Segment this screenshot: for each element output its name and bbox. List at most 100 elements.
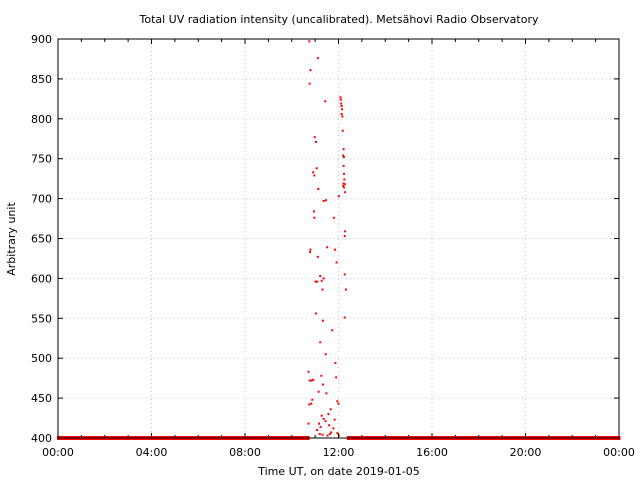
- data-point: [308, 379, 311, 382]
- data-point: [336, 432, 339, 435]
- x-tick-label: 12:00: [323, 446, 355, 459]
- data-point: [312, 378, 315, 381]
- data-point: [308, 403, 311, 406]
- data-point: [324, 100, 327, 103]
- y-tick-label: 500: [31, 352, 52, 365]
- data-point: [321, 319, 324, 322]
- data-point: [340, 113, 343, 116]
- data-point: [336, 400, 339, 403]
- data-point: [343, 183, 346, 186]
- data-point: [309, 69, 312, 72]
- x-tick-label: 08:00: [229, 446, 261, 459]
- y-tick-labels: 400 450 500 550 600 650 700 750 800 850 900: [31, 33, 52, 445]
- data-point: [307, 422, 310, 425]
- x-tick-label: 20:00: [510, 446, 542, 459]
- data-point: [342, 156, 345, 159]
- data-point: [318, 433, 321, 436]
- data-point: [339, 96, 342, 99]
- data-point: [312, 210, 315, 213]
- data-point: [332, 427, 335, 430]
- data-point: [342, 186, 345, 189]
- data-point: [319, 275, 322, 278]
- data-point: [343, 273, 346, 276]
- y-tick-label: 800: [31, 113, 52, 126]
- data-point: [340, 105, 343, 108]
- y-tick-label: 750: [31, 153, 52, 166]
- data-point: [318, 422, 321, 425]
- data-point: [342, 154, 345, 157]
- x-tick-label: 16:00: [416, 446, 448, 459]
- data-point: [310, 379, 313, 382]
- data-point: [326, 434, 329, 437]
- y-tick-label: 700: [31, 193, 52, 206]
- data-point: [333, 248, 336, 251]
- data-point: [324, 420, 327, 423]
- data-point: [327, 413, 330, 416]
- y-axis-label: Arbitrary unit: [5, 202, 18, 276]
- y-tick-label: 400: [31, 432, 52, 445]
- data-point: [331, 329, 334, 332]
- data-point: [314, 280, 317, 283]
- data-point: [328, 433, 331, 436]
- data-point: [319, 425, 322, 428]
- data-point: [317, 188, 320, 191]
- y-tick-label: 650: [31, 233, 52, 246]
- data-point: [341, 129, 344, 132]
- data-point: [309, 248, 312, 251]
- data-point: [330, 431, 333, 434]
- data-point: [337, 402, 340, 405]
- axis-ticks: [57, 38, 620, 439]
- data-point: [321, 383, 324, 386]
- data-point: [322, 417, 325, 420]
- data-point: [335, 376, 338, 379]
- data-point: [320, 414, 323, 417]
- data-point: [314, 312, 317, 315]
- data-point: [344, 191, 347, 194]
- chart-title: Total UV radiation intensity (uncalibrat…: [139, 13, 539, 26]
- data-point: [308, 40, 311, 43]
- data-point: [307, 370, 310, 373]
- data-point: [325, 199, 328, 202]
- data-point: [335, 261, 338, 264]
- data-point: [343, 178, 346, 181]
- data-point: [315, 167, 318, 170]
- data-point: [310, 402, 313, 405]
- data-point: [341, 108, 344, 111]
- data-point: [334, 361, 337, 364]
- data-point: [316, 429, 319, 432]
- data-point: [314, 140, 317, 143]
- data-point: [316, 57, 319, 60]
- data-point: [316, 280, 319, 283]
- y-tick-label: 600: [31, 272, 52, 285]
- data-point: [308, 82, 311, 85]
- data-point: [311, 398, 314, 401]
- data-point: [343, 235, 346, 238]
- y-tick-label: 550: [31, 312, 52, 325]
- data-point: [328, 424, 331, 427]
- data-point: [333, 418, 336, 421]
- data-point: [313, 136, 316, 139]
- data-point: [322, 277, 325, 280]
- x-tick-label: 00:00: [603, 446, 635, 459]
- data-point: [343, 316, 346, 319]
- x-tick-label: 04:00: [136, 446, 168, 459]
- data-point: [324, 353, 327, 356]
- data-point: [341, 115, 344, 118]
- data-point: [312, 171, 315, 174]
- data-point: [326, 246, 329, 249]
- data-point: [321, 288, 324, 291]
- grid-lines: [58, 39, 619, 438]
- y-tick-label: 450: [31, 392, 52, 405]
- data-point: [342, 182, 345, 185]
- data-point: [320, 374, 323, 377]
- data-point: [344, 230, 347, 233]
- x-axis-label: Time UT, on date 2019-01-05: [257, 465, 420, 478]
- data-point: [332, 216, 335, 219]
- data-point: [344, 288, 347, 291]
- data-point: [317, 390, 320, 393]
- data-point: [322, 199, 325, 202]
- x-tick-labels: 00:00 04:00 08:00 12:00 16:00 20:00 00:00: [42, 446, 635, 459]
- data-points: [307, 40, 347, 437]
